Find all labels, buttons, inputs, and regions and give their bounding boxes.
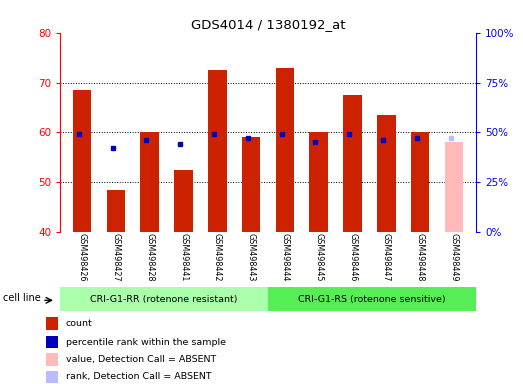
Text: GSM498428: GSM498428	[145, 233, 154, 282]
Bar	[242, 137, 260, 232]
Text: GSM498443: GSM498443	[247, 233, 256, 282]
Text: rank, Detection Call = ABSENT: rank, Detection Call = ABSENT	[66, 372, 211, 381]
Bar	[343, 95, 362, 232]
Text: GSM498446: GSM498446	[348, 233, 357, 282]
Text: CRI-G1-RS (rotenone sensitive): CRI-G1-RS (rotenone sensitive)	[298, 295, 446, 304]
Bar	[276, 68, 294, 232]
Text: CRI-G1-RR (rotenone resistant): CRI-G1-RR (rotenone resistant)	[90, 295, 238, 304]
Bar	[60, 287, 268, 311]
Bar	[208, 70, 226, 232]
Bar	[174, 170, 193, 232]
Text: GSM498444: GSM498444	[280, 233, 289, 282]
Text: count: count	[66, 319, 93, 328]
Bar	[47, 371, 59, 383]
Text: GSM498448: GSM498448	[416, 233, 425, 282]
Text: GSM498427: GSM498427	[111, 233, 120, 282]
Bar	[107, 190, 125, 232]
Bar	[411, 132, 429, 232]
Bar	[268, 287, 476, 311]
Text: GSM498445: GSM498445	[314, 233, 323, 282]
Text: GSM498449: GSM498449	[449, 233, 459, 282]
Bar	[141, 132, 159, 232]
Text: cell line: cell line	[3, 293, 41, 303]
Bar	[310, 132, 328, 232]
Bar	[377, 115, 395, 232]
Text: GSM498426: GSM498426	[77, 233, 87, 282]
Text: percentile rank within the sample: percentile rank within the sample	[66, 338, 226, 347]
Bar	[47, 353, 59, 366]
Bar	[73, 90, 92, 232]
Title: GDS4014 / 1380192_at: GDS4014 / 1380192_at	[191, 18, 345, 31]
Text: value, Detection Call = ABSENT: value, Detection Call = ABSENT	[66, 355, 216, 364]
Text: GSM498447: GSM498447	[382, 233, 391, 282]
Text: GSM498441: GSM498441	[179, 233, 188, 282]
Bar	[47, 336, 59, 349]
Bar	[47, 317, 59, 330]
Bar	[445, 142, 463, 232]
Text: GSM498442: GSM498442	[213, 233, 222, 282]
